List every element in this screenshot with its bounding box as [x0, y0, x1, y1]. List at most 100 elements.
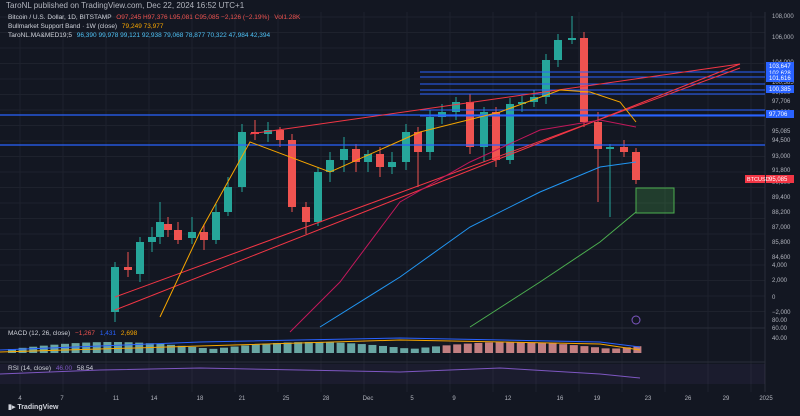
candle-up — [606, 147, 614, 149]
legend-ma-row: TaroNL.MA&MED19;5 96,390 99,978 99,121 9… — [8, 32, 270, 40]
macd-bar — [410, 348, 419, 353]
add-icon — [631, 315, 641, 325]
macd-bar — [326, 342, 334, 353]
tv-logo-icon: ▮▸ — [8, 404, 18, 411]
macd-bar — [294, 342, 303, 353]
target-zone — [635, 187, 675, 214]
ohlc-values: O97,245 H97,376 L95,081 C95,085 −2,126 (… — [116, 14, 270, 21]
volume-value: Vol1.28K — [274, 14, 301, 21]
price-tag — [766, 110, 794, 118]
macd-bar — [124, 342, 133, 353]
price-tag-label: 103,647 — [769, 64, 791, 70]
macd-bar — [580, 346, 589, 353]
price-tag — [766, 69, 794, 77]
macd-bar — [283, 342, 292, 353]
tv-brand: TradingView — [17, 404, 59, 411]
rsi-value-2: 58.54 — [76, 365, 94, 372]
macd-label[interactable]: MACD (12, 26, close) — [8, 330, 71, 337]
tradingview-logo[interactable]: ▮▸ TradingView — [8, 403, 58, 411]
symbol-tag — [745, 175, 765, 183]
ma-long-line — [319, 161, 637, 328]
rsi-label[interactable]: RSI (14, close) — [8, 365, 51, 372]
bmsb-label[interactable]: Bullmarket Support Band · 1W (close) — [8, 23, 118, 30]
candle-down — [632, 152, 640, 180]
price-axis-label: 85,800 — [772, 240, 791, 246]
wedge-lower-line-2 — [114, 67, 741, 298]
candle-down — [376, 154, 384, 167]
candle-down — [594, 122, 602, 149]
macd-bar — [262, 343, 271, 353]
candle-down — [124, 267, 132, 270]
macd-bar — [220, 347, 228, 353]
candle-up — [224, 187, 232, 212]
price-axis-label: 2,000 — [772, 278, 788, 284]
macd-bar — [82, 342, 91, 353]
macd-bar — [591, 347, 599, 353]
macd-bar — [61, 343, 69, 353]
chart-canvas[interactable]: 108,000106,000104,000103,647102,628101,6… — [0, 12, 800, 404]
candle-up — [314, 172, 322, 222]
macd-bar — [92, 342, 101, 353]
macd-bar — [241, 345, 250, 353]
price-axis-label: 87,000 — [772, 225, 791, 231]
macd-bar — [315, 342, 324, 353]
candle-up — [148, 237, 156, 242]
publish-header: TaroNL published on TradingView.com, Dec… — [0, 0, 800, 12]
bmsb-values: 79,249 73,977 — [121, 23, 164, 30]
candle-down — [620, 147, 628, 152]
ma-label[interactable]: TaroNL.MA&MED19;5 — [8, 32, 72, 39]
macd-bar — [209, 348, 218, 353]
price-axis-label: 100,385 — [772, 80, 794, 86]
last-price-label: 95,085 — [769, 177, 788, 183]
macd-bar — [442, 345, 451, 353]
macd-bar — [71, 343, 80, 353]
ma-values: 96,390 99,978 99,121 92,938 79,068 78,87… — [76, 32, 271, 39]
price-tag-label: 97,706 — [769, 112, 788, 118]
candle-up — [452, 102, 460, 112]
macd-bar — [103, 342, 112, 353]
price-axis-label: 4,000 — [772, 263, 788, 269]
date-axis-label: 19 — [594, 396, 601, 402]
date-axis-label: 7 — [60, 396, 64, 402]
candle-up — [136, 242, 144, 274]
candle-up — [111, 267, 119, 312]
price-tag — [766, 85, 794, 93]
wedge-upper-line — [249, 63, 741, 135]
candle-up — [542, 60, 550, 97]
date-axis-label: 4 — [18, 396, 22, 402]
price-axis-label: −2,000 — [772, 310, 791, 316]
symbol-name[interactable]: Bitcoin / U.S. Dollar, 1D, BITSTAMP — [8, 14, 112, 21]
candle-up — [518, 102, 526, 104]
rsi-band — [0, 364, 765, 384]
candle-up — [212, 212, 220, 240]
macd-bar — [432, 346, 440, 353]
macd-bar — [251, 344, 260, 353]
macd-bar — [177, 345, 186, 353]
macd-bar — [389, 347, 398, 353]
price-axis-label: 94,500 — [772, 138, 791, 144]
price-axis-label: 60.00 — [772, 326, 788, 332]
macd-bar — [506, 342, 515, 353]
date-axis-label: Dec — [363, 396, 374, 402]
macd-bar — [474, 342, 483, 353]
candle-down — [302, 207, 310, 222]
macd-bar — [8, 349, 16, 353]
price-axis-label: 84,600 — [772, 255, 791, 261]
price-tag — [766, 74, 794, 82]
macd-value-2: 1,431 — [99, 330, 117, 337]
macd-bar — [188, 346, 197, 353]
last-price-tag — [766, 175, 794, 183]
macd-bar — [601, 348, 610, 353]
price-axis-label: 91,800 — [772, 168, 791, 174]
date-axis-label: 23 — [645, 396, 652, 402]
price-chart[interactable]: 108,000106,000104,000103,647102,628101,6… — [0, 12, 800, 404]
candle-down — [580, 38, 588, 122]
legend-symbol-row: Bitcoin / U.S. Dollar, 1D, BITSTAMP O97,… — [8, 14, 300, 22]
macd-bar — [421, 347, 430, 353]
candle-up — [340, 149, 348, 160]
macd-bar — [379, 345, 387, 353]
date-axis-label: 11 — [113, 396, 120, 402]
price-axis-label: 93,000 — [772, 154, 791, 160]
date-axis-label: 16 — [557, 396, 564, 402]
price-axis-label: 108,000 — [772, 14, 794, 20]
